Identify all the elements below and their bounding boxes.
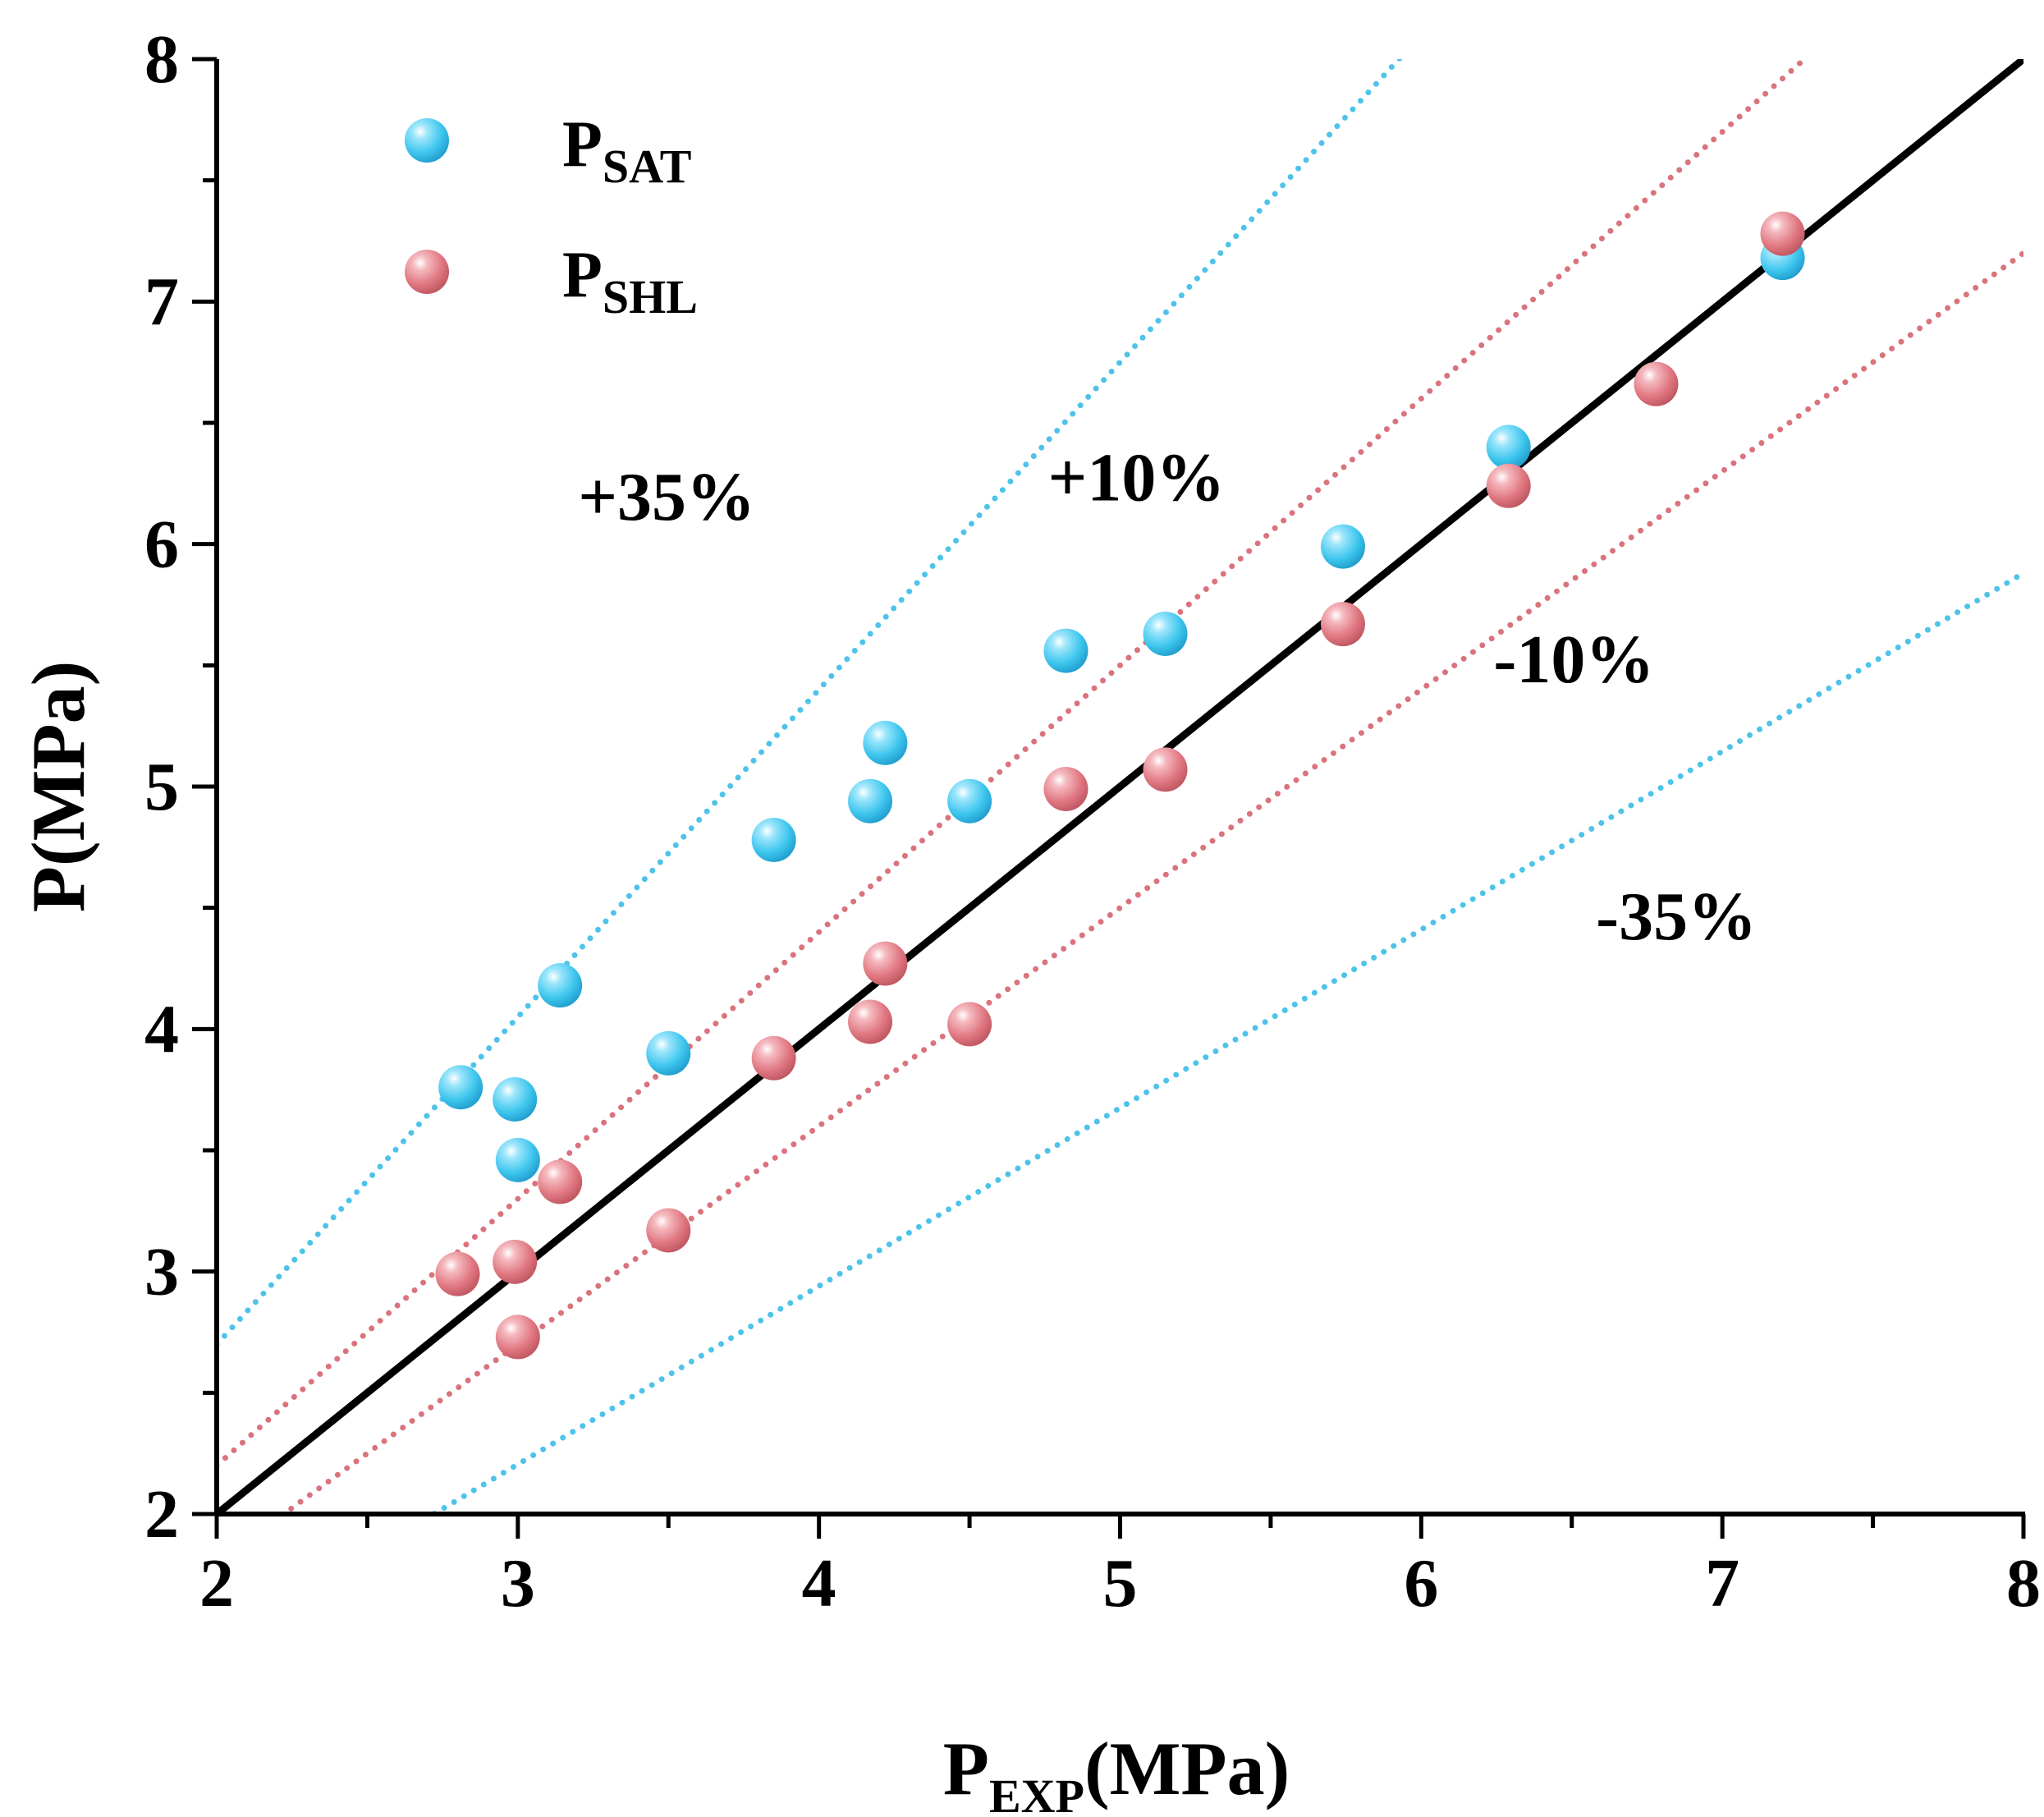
axes: 2 3 4 5 6 7 8 2 3 4 5 6 7 8 [144,21,2041,1622]
point-psat [495,1137,540,1182]
point-pshl [751,1035,796,1081]
y-tick-label: 5 [144,749,179,825]
deviation-line [217,59,1403,1347]
parity-line [217,59,2023,1514]
point-psat [1320,524,1365,569]
band-annotations: +35% +10% -10% -35% [578,440,1757,956]
legend-label-psat-main: P [562,108,603,181]
data-points [435,211,1805,1360]
point-psat [646,1030,691,1076]
y-tick-label: 6 [144,507,179,583]
band-label: -10% [1493,622,1654,698]
y-tick-label: 7 [144,264,179,340]
x-tick-label: 5 [1103,1545,1138,1622]
y-tick-label: 4 [144,991,179,1067]
point-pshl [947,1002,992,1047]
x-tick-label: 4 [802,1545,836,1622]
deviation-line [217,59,1809,1469]
legend-label-pshl: PSHL [562,239,698,323]
point-pshl [1043,766,1088,811]
deviation-line [428,570,2023,1514]
band-label: +10% [1047,440,1225,516]
x-tick-label: 7 [1705,1545,1739,1622]
point-pshl [1486,463,1531,508]
point-psat [863,720,908,765]
series-psat [438,236,1805,1182]
legend-label-psat-sub: SAT [603,140,692,193]
y-tick-label: 2 [144,1476,179,1553]
series-pshl [435,211,1805,1360]
point-pshl [863,941,908,986]
x-axis-label: PEXP(MPa) [943,1727,1290,1817]
deviation-line [278,250,2023,1514]
point-psat [1043,628,1088,673]
legend-label-pshl-main: P [562,239,603,311]
band-label: -35% [1596,879,1757,955]
y-axis-label: P(MPa) [16,661,100,913]
point-pshl [493,1239,538,1284]
point-pshl [1634,361,1679,406]
x-tick-label: 2 [199,1545,234,1622]
point-pshl [1760,211,1805,256]
x-axis-label-sub: EXP [989,1769,1084,1817]
x-tick-label: 6 [1404,1545,1438,1622]
band-label: +35% [578,459,755,535]
point-psat [1486,424,1531,470]
point-psat [1143,611,1188,656]
point-psat [438,1065,484,1110]
point-pshl [435,1251,480,1296]
point-pshl [1320,602,1365,647]
reference-lines [217,59,2023,1514]
y-tick-label: 8 [144,21,179,98]
x-tick-label: 8 [2006,1545,2041,1622]
legend: PSAT PSHL [405,108,698,323]
point-psat [493,1076,538,1122]
x-tick-label: 3 [501,1545,535,1622]
point-pshl [848,999,893,1044]
legend-label-pshl-sub: SHL [603,270,698,323]
point-psat [947,778,992,824]
point-pshl [1143,747,1188,792]
point-pshl [495,1315,540,1360]
point-pshl [646,1208,691,1253]
point-psat [751,817,796,862]
x-axis-label-tail: (MPa) [1084,1727,1290,1810]
point-pshl [538,1159,583,1204]
legend-marker-psat [405,118,449,163]
y-tick-label: 3 [144,1234,179,1310]
legend-label-psat: PSAT [562,108,691,193]
legend-marker-pshl [405,250,449,294]
point-psat [848,778,893,824]
x-axis-label-main: P [943,1727,989,1810]
point-psat [538,963,583,1008]
